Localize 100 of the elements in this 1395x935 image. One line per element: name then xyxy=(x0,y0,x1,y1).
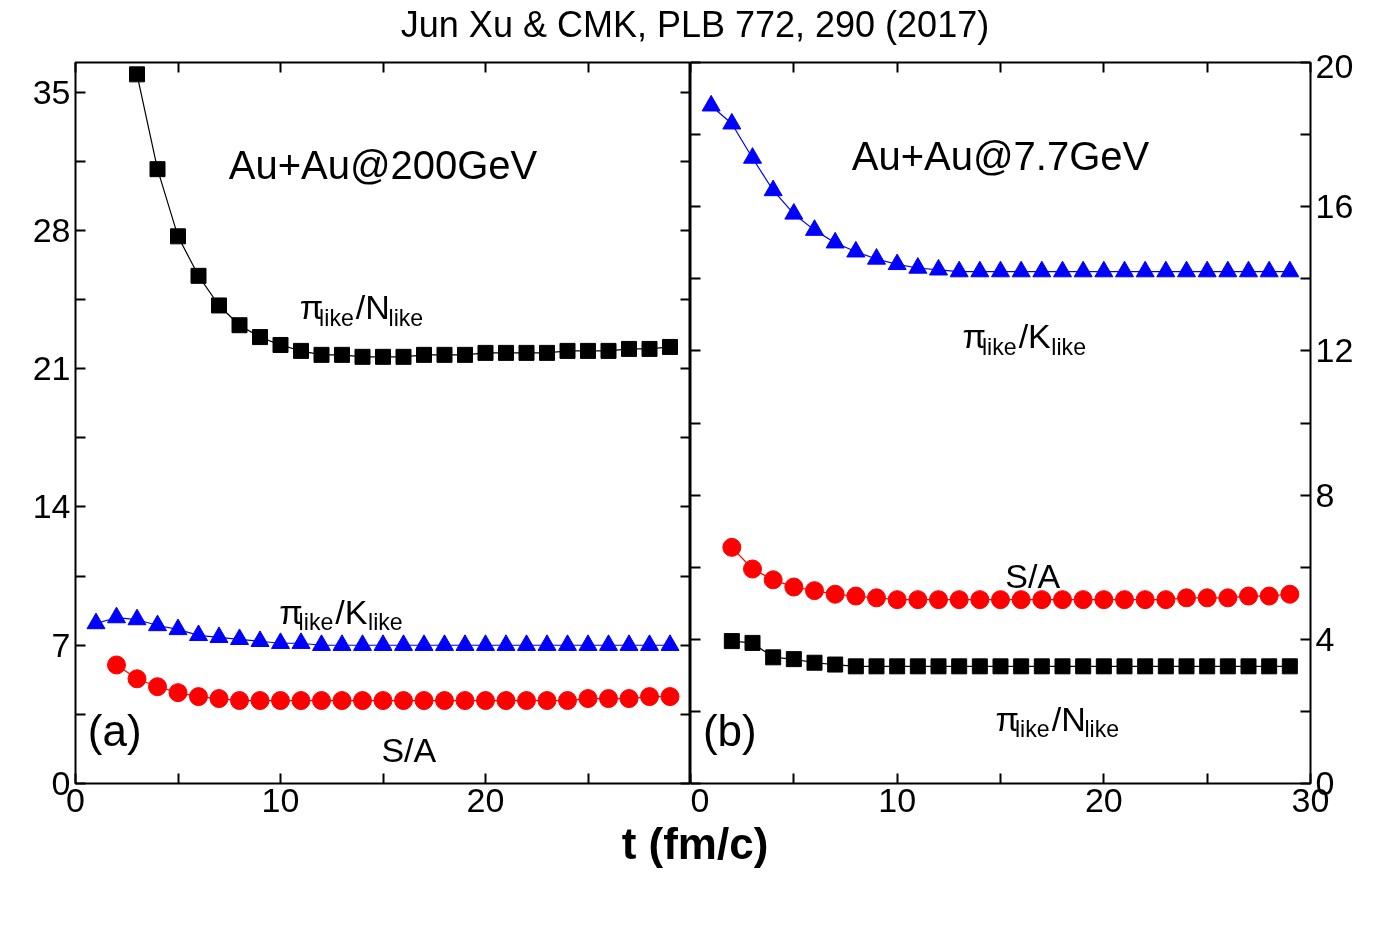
point xyxy=(1095,658,1112,675)
point xyxy=(168,683,188,703)
point xyxy=(1178,658,1195,675)
point xyxy=(744,634,761,651)
y-tick-label: 14 xyxy=(32,487,71,526)
point xyxy=(1177,588,1196,608)
point xyxy=(435,691,454,711)
annotation: (a) xyxy=(87,705,142,755)
point xyxy=(1156,260,1176,278)
point xyxy=(580,342,596,359)
point xyxy=(578,689,598,709)
point xyxy=(498,344,514,361)
point xyxy=(991,590,1010,610)
point xyxy=(847,658,864,675)
point xyxy=(1115,590,1134,610)
point xyxy=(908,257,928,274)
point xyxy=(1115,260,1134,278)
point xyxy=(929,590,948,610)
point xyxy=(1261,658,1278,675)
point xyxy=(992,658,1009,675)
point xyxy=(148,677,167,697)
point xyxy=(991,260,1010,278)
point xyxy=(971,658,988,675)
point xyxy=(1218,588,1238,608)
point xyxy=(1116,658,1133,675)
point xyxy=(867,248,886,265)
point xyxy=(375,348,391,365)
point xyxy=(951,658,968,675)
point xyxy=(909,658,926,675)
point xyxy=(1280,584,1300,604)
x-axis-title: t (fm/c) xyxy=(621,819,769,869)
point xyxy=(1094,260,1114,278)
point xyxy=(641,340,658,357)
point xyxy=(189,687,208,707)
y-tick-label: 16 xyxy=(1315,187,1354,226)
point xyxy=(825,231,845,249)
point xyxy=(763,570,783,590)
point xyxy=(1239,260,1258,278)
point xyxy=(949,590,969,610)
point xyxy=(743,559,762,579)
point xyxy=(1218,260,1238,278)
point xyxy=(476,691,495,711)
point xyxy=(1197,588,1217,608)
point xyxy=(765,649,782,666)
point xyxy=(1033,658,1050,675)
point xyxy=(887,590,907,610)
point xyxy=(170,228,186,245)
point xyxy=(846,586,866,606)
point xyxy=(373,691,393,711)
x-tick-label: 10 xyxy=(878,780,917,819)
point xyxy=(1053,260,1072,278)
point xyxy=(1280,260,1300,278)
point xyxy=(209,689,229,709)
y-tick-label: 35 xyxy=(32,72,71,111)
x-tick-label: 20 xyxy=(1084,780,1123,819)
point xyxy=(211,297,227,314)
point xyxy=(1199,658,1216,675)
point xyxy=(127,669,147,689)
point xyxy=(784,203,804,220)
point xyxy=(1032,260,1052,278)
point xyxy=(334,346,350,363)
point xyxy=(1197,260,1217,278)
point xyxy=(701,94,721,112)
point xyxy=(129,66,145,83)
point xyxy=(930,658,947,675)
point xyxy=(640,687,659,707)
point xyxy=(805,219,824,236)
point xyxy=(1013,658,1030,675)
point xyxy=(1137,658,1154,675)
point xyxy=(354,348,371,365)
point xyxy=(806,654,823,671)
point xyxy=(518,344,535,361)
point xyxy=(805,581,824,601)
point xyxy=(1135,590,1155,610)
point xyxy=(436,346,453,363)
point xyxy=(868,658,885,675)
x-tick-label: 20 xyxy=(466,780,505,819)
point xyxy=(190,267,207,284)
point xyxy=(1094,590,1114,610)
point xyxy=(539,344,555,361)
point xyxy=(970,590,990,610)
point xyxy=(313,346,330,363)
point xyxy=(332,691,352,711)
point xyxy=(1239,586,1258,606)
point xyxy=(107,655,126,675)
point xyxy=(1073,260,1093,278)
point xyxy=(1177,260,1196,278)
point xyxy=(722,112,742,130)
point xyxy=(416,346,432,363)
y-tick-label: 21 xyxy=(32,349,71,388)
point xyxy=(970,260,990,278)
point xyxy=(619,689,639,709)
annotation: Au+Au@7.7GeV xyxy=(851,134,1150,179)
point xyxy=(517,691,536,711)
point xyxy=(600,342,617,359)
point xyxy=(414,691,434,711)
y-tick-label: 28 xyxy=(32,210,71,249)
point xyxy=(395,348,412,365)
point xyxy=(929,258,948,276)
point xyxy=(660,687,680,707)
